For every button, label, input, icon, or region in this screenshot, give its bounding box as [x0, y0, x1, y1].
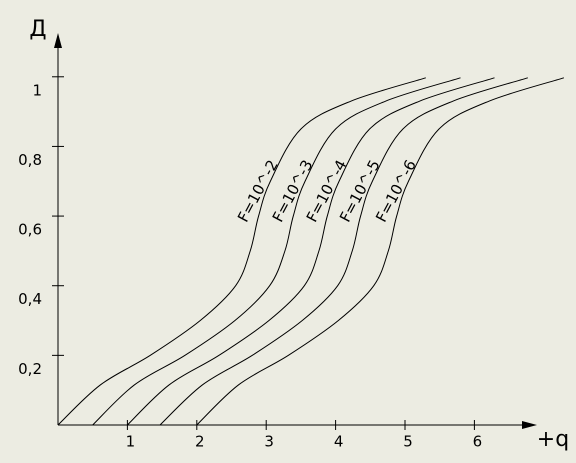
x-tick-label: 2: [195, 433, 205, 451]
y-tick-label: 1: [32, 81, 42, 99]
x-tick-label: 3: [264, 433, 274, 451]
x-axis-arrow: [522, 421, 537, 429]
x-tick-label: 1: [126, 433, 136, 451]
y-tick-label: 0,6: [18, 221, 42, 239]
x-tick-label: 5: [403, 433, 413, 451]
x-axis-title: +q: [537, 427, 569, 452]
curve: [159, 77, 528, 426]
curve: [92, 77, 461, 426]
y-tick-label: 0,4: [18, 290, 42, 308]
y-axis-arrow: [54, 33, 62, 48]
y-tick-label: 0,8: [18, 151, 42, 169]
y-axis-title: Д: [29, 17, 46, 42]
curve: [196, 77, 565, 426]
x-tick-label: 4: [334, 433, 344, 451]
x-tick-label: 6: [473, 433, 483, 451]
curve: [127, 77, 495, 426]
y-tick-label: 0,2: [18, 360, 42, 378]
curve: [57, 77, 426, 426]
